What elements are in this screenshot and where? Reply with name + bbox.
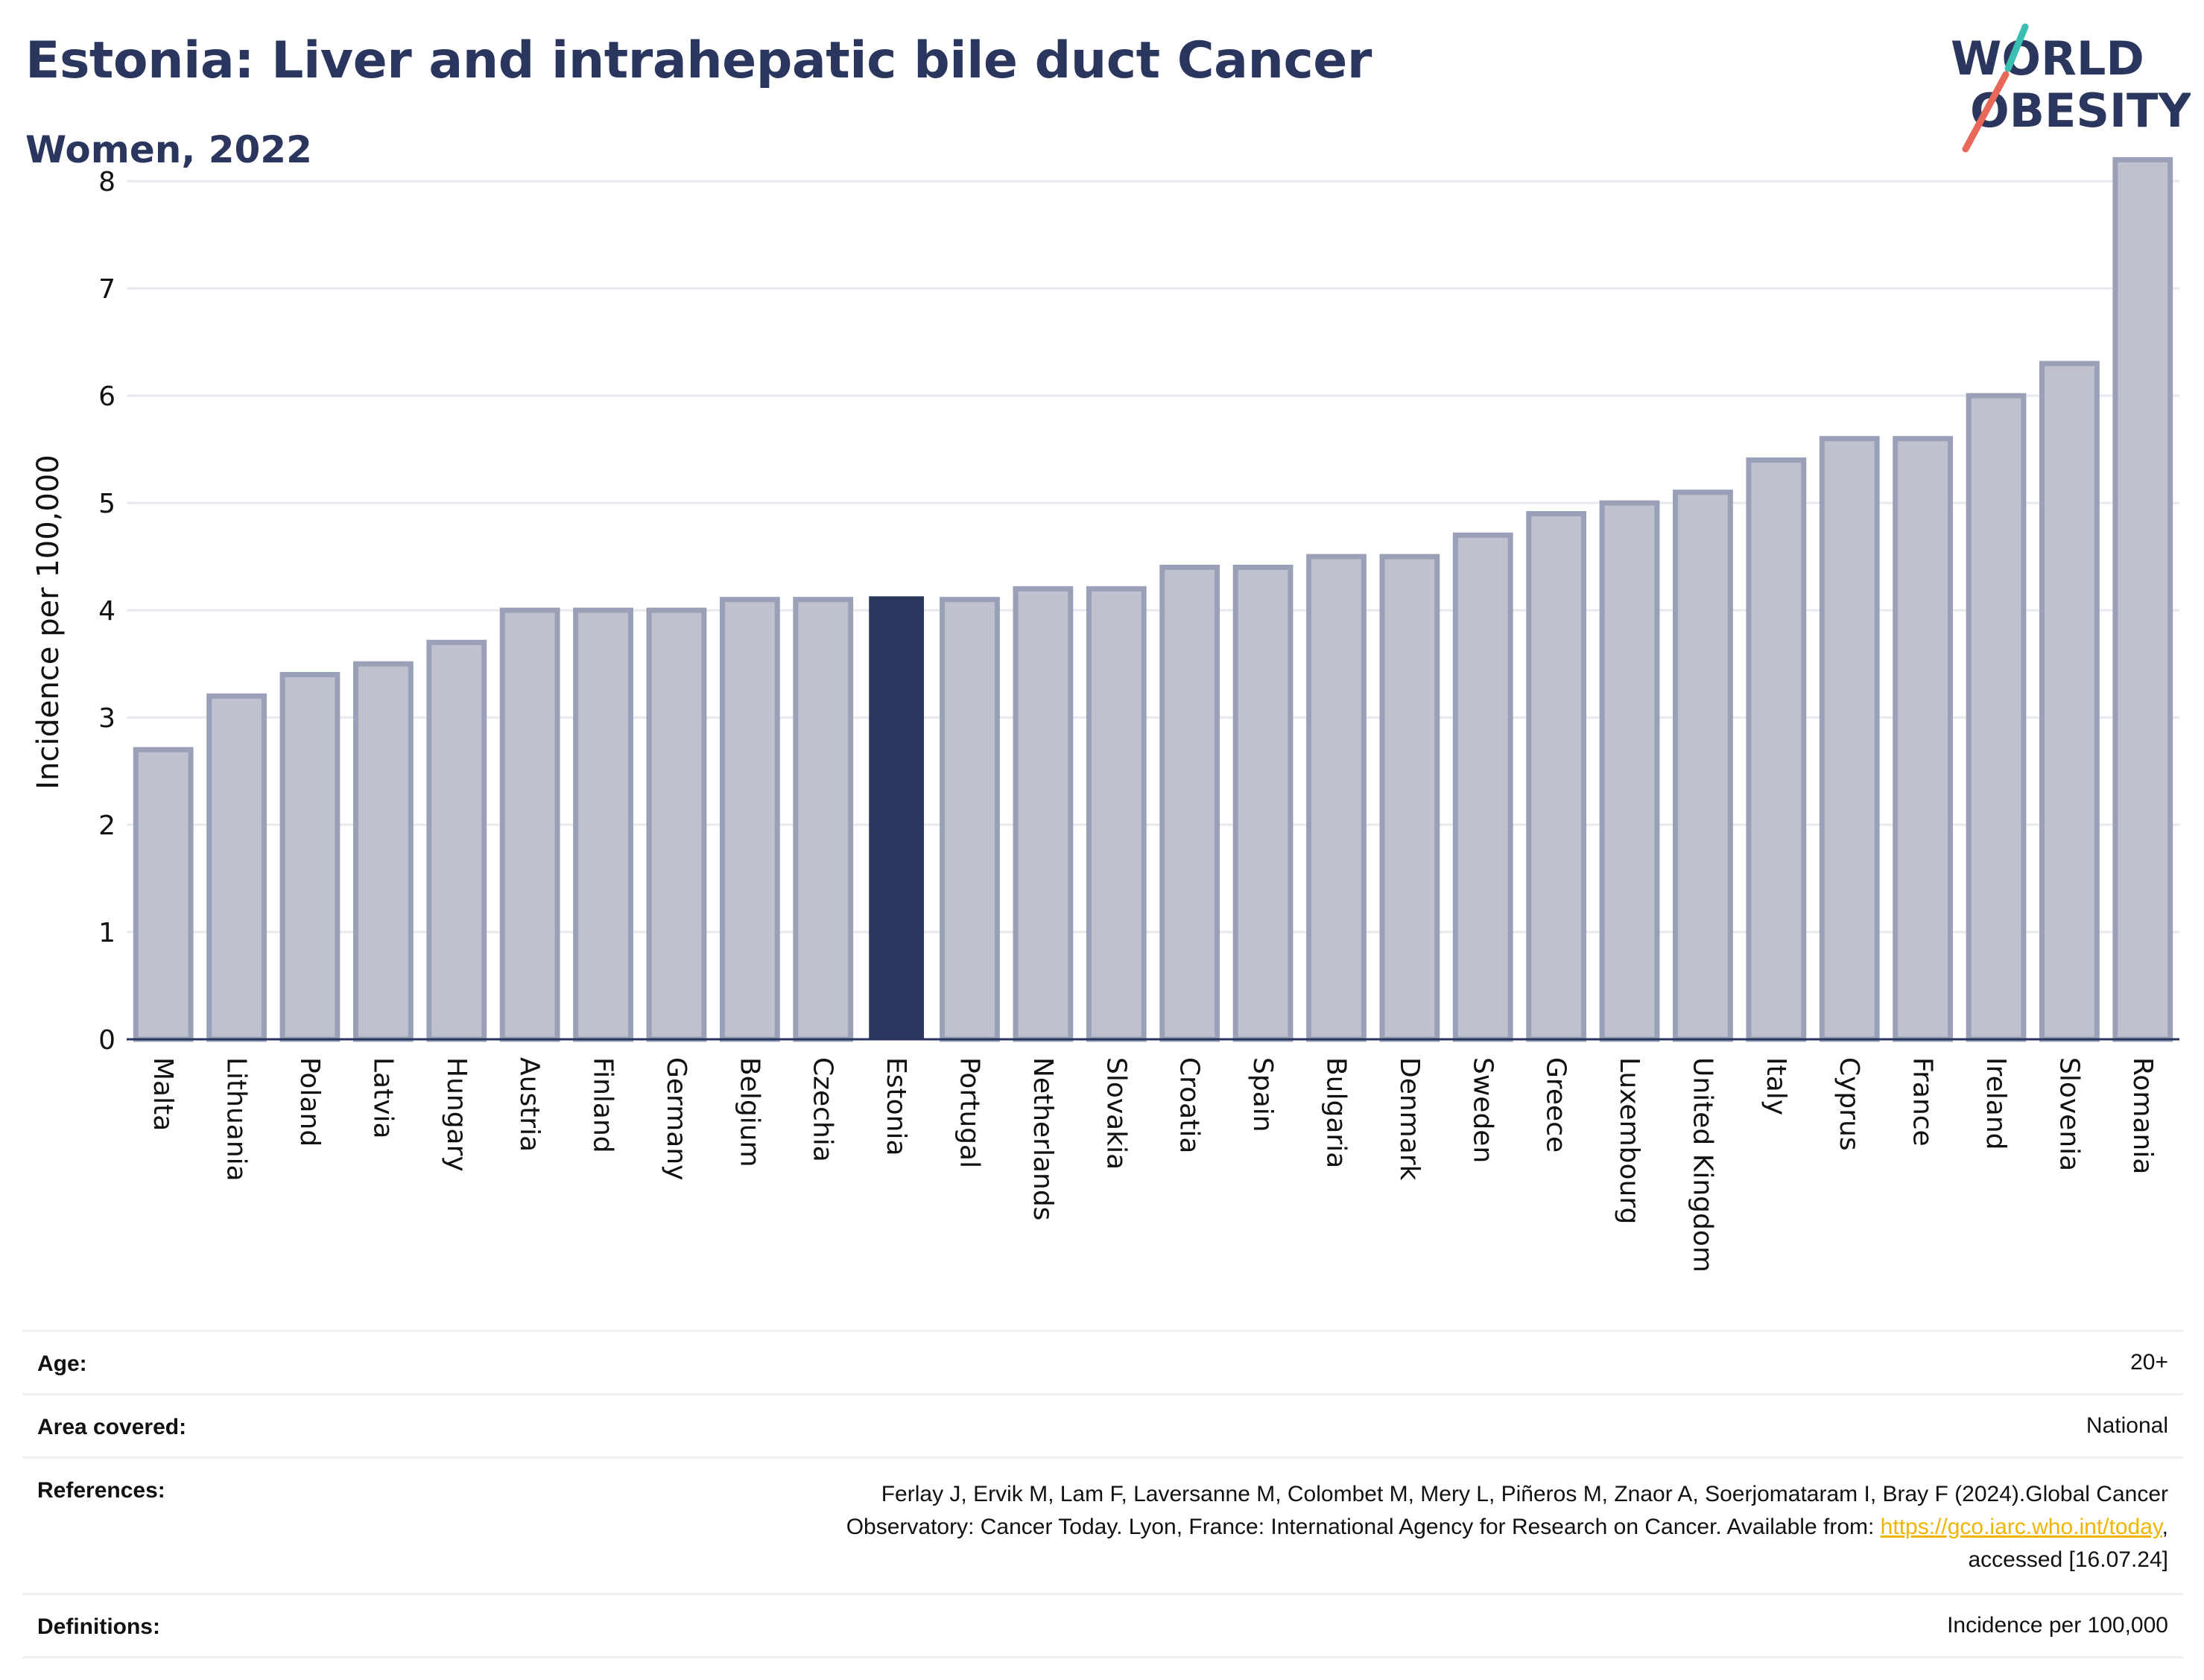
bar-hungary[interactable] — [426, 639, 487, 1042]
references-line2-post: , — [2162, 1515, 2168, 1539]
y-tick-label: 3 — [98, 703, 115, 734]
logo-line2: OBESITY — [1970, 83, 2191, 138]
x-tick-label: Hungary — [441, 1057, 472, 1172]
bar-germany[interactable] — [646, 607, 707, 1042]
bar-czechia[interactable] — [793, 597, 854, 1042]
x-tick-label: Romania — [2127, 1057, 2158, 1174]
x-tick-label: Bulgaria — [1320, 1057, 1351, 1168]
world-obesity-logo: WORLD OBESITY — [1951, 23, 2191, 153]
bar-italy[interactable] — [1746, 457, 1807, 1042]
y-tick-label: 2 — [98, 811, 115, 841]
x-tick-label: Slovenia — [2053, 1057, 2084, 1171]
logo-slash-top — [2004, 23, 2029, 72]
references-value: Ferlay J, Ervik M, Lam F, Laversanne M, … — [846, 1478, 2168, 1576]
bar-lithuania[interactable] — [206, 693, 267, 1042]
bar-cyprus[interactable] — [1819, 436, 1880, 1042]
bar-malta[interactable] — [133, 747, 194, 1042]
area-value: National — [2086, 1413, 2168, 1438]
bar-slovenia[interactable] — [2039, 361, 2100, 1042]
references-line2-text: Observatory: Cancer Today. Lyon, France:… — [846, 1515, 1881, 1539]
bar-portugal[interactable] — [940, 597, 1000, 1042]
bar-ireland[interactable] — [1966, 393, 2027, 1042]
y-tick-label: 5 — [98, 489, 115, 519]
bar-poland[interactable] — [279, 671, 341, 1042]
x-tick-label: Czechia — [808, 1057, 838, 1162]
bar-finland[interactable] — [573, 607, 633, 1042]
y-tick-labels: 0 1 2 3 4 5 6 7 8 — [98, 167, 115, 1056]
x-tick-label: Malta — [148, 1057, 178, 1131]
x-tick-label: Croatia — [1174, 1057, 1205, 1153]
x-tick-label: Greece — [1541, 1057, 1571, 1153]
age-label: Age: — [37, 1351, 87, 1376]
bar-greece[interactable] — [1526, 511, 1587, 1042]
bar-bulgaria[interactable] — [1306, 554, 1367, 1042]
bar-estonia[interactable] — [869, 596, 925, 1039]
x-tick-label: Cyprus — [1834, 1057, 1864, 1151]
definitions-label: Definitions: — [37, 1614, 160, 1639]
x-tick-label: Estonia — [881, 1057, 911, 1156]
y-tick-label: 7 — [98, 274, 115, 305]
x-tick-label: Finland — [588, 1057, 618, 1153]
x-tick-label: United Kingdom — [1687, 1057, 1717, 1272]
y-tick-label: 0 — [98, 1025, 115, 1056]
page-subtitle: Women, 2022 — [25, 128, 312, 171]
x-tick-label: Latvia — [367, 1057, 398, 1139]
x-tick-label: Austria — [514, 1057, 545, 1152]
references-row: References: Ferlay J, Ervik M, Lam F, La… — [22, 1456, 2183, 1593]
x-tick-label: Ireland — [1980, 1057, 2011, 1150]
x-tick-label: Germany — [661, 1057, 691, 1180]
area-row: Area covered: National — [22, 1393, 2183, 1456]
bar-netherlands[interactable] — [1013, 586, 1074, 1042]
x-tick-label: Belgium — [734, 1057, 764, 1167]
logo-line1: WORLD — [1951, 31, 2144, 86]
page-title: Estonia: Liver and intrahepatic bile duc… — [25, 31, 1372, 90]
bar-belgium[interactable] — [719, 597, 780, 1042]
y-tick-label: 6 — [98, 381, 115, 412]
x-tick-label: Poland — [294, 1057, 325, 1147]
bar-romania[interactable] — [2112, 156, 2173, 1042]
x-tick-label: Lithuania — [221, 1057, 252, 1182]
bar-france[interactable] — [1893, 436, 1954, 1042]
references-line3: accessed [16.07.24] — [1968, 1547, 2168, 1572]
x-tick-label: Luxembourg — [1614, 1057, 1644, 1224]
bar-denmark[interactable] — [1379, 554, 1440, 1042]
age-value: 20+ — [2130, 1350, 2168, 1375]
x-tick-label: France — [1907, 1057, 1938, 1147]
bar-spain[interactable] — [1232, 565, 1293, 1042]
x-tick-label: Spain — [1247, 1057, 1278, 1132]
x-tick-labels: Malta Lithuania Poland Latvia Hungary Austria… — [148, 1057, 2158, 1272]
bar-croatia[interactable] — [1159, 565, 1220, 1042]
bar-slovakia[interactable] — [1086, 586, 1147, 1042]
bars — [133, 156, 2173, 1042]
x-tick-label: Sweden — [1467, 1057, 1498, 1163]
x-tick-label: Italy — [1761, 1057, 1791, 1115]
x-tick-label: Slovakia — [1101, 1057, 1131, 1170]
bar-sweden[interactable] — [1452, 532, 1513, 1042]
logo-slash-bottom — [1962, 71, 2010, 153]
area-label: Area covered: — [37, 1415, 187, 1439]
references-link[interactable]: https://gco.iarc.who.int/today — [1880, 1515, 2162, 1539]
info-table: Age: 20+ Area covered: National Referenc… — [22, 1330, 2183, 1658]
references-line1: Ferlay J, Ervik M, Lam F, Laversanne M, … — [881, 1482, 2168, 1506]
definitions-value: Incidence per 100,000 — [1947, 1613, 2168, 1638]
y-tick-label: 8 — [98, 167, 115, 197]
definitions-row: Definitions: Incidence per 100,000 — [22, 1593, 2183, 1658]
x-tick-label: Portugal — [954, 1057, 985, 1168]
x-tick-label: Denmark — [1394, 1057, 1425, 1181]
bar-latvia[interactable] — [352, 661, 414, 1042]
bar-luxembourg[interactable] — [1599, 500, 1660, 1042]
age-row: Age: 20+ — [22, 1330, 2183, 1393]
y-axis-label: Incidence per 100,000 — [31, 454, 66, 790]
references-line2: Observatory: Cancer Today. Lyon, France:… — [846, 1511, 2168, 1544]
bar-united-kingdom[interactable] — [1673, 489, 1733, 1042]
y-tick-label: 4 — [98, 596, 115, 627]
y-tick-label: 1 — [98, 918, 115, 948]
x-tick-label: Netherlands — [1027, 1057, 1058, 1220]
bar-austria[interactable] — [499, 607, 560, 1042]
references-label: References: — [37, 1478, 165, 1503]
bar-chart: 0 1 2 3 4 5 6 7 8 Malta Lithuania Poland Latvia Hung… — [31, 156, 2179, 1272]
